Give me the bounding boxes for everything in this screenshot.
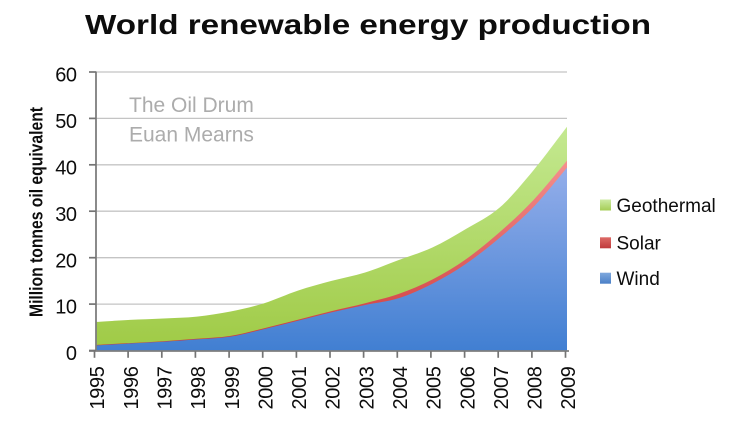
svg-text:20: 20 bbox=[55, 250, 77, 272]
svg-text:2004: 2004 bbox=[390, 366, 412, 409]
svg-text:2007: 2007 bbox=[491, 366, 513, 409]
svg-text:Wind: Wind bbox=[617, 269, 660, 290]
svg-text:2006: 2006 bbox=[457, 366, 479, 409]
svg-text:1998: 1998 bbox=[188, 366, 210, 409]
svg-text:Solar: Solar bbox=[617, 234, 662, 255]
svg-text:30: 30 bbox=[55, 204, 77, 226]
svg-text:50: 50 bbox=[55, 111, 77, 133]
svg-text:Euan Mearns: Euan Mearns bbox=[129, 124, 254, 147]
svg-text:2002: 2002 bbox=[323, 366, 345, 409]
svg-text:2000: 2000 bbox=[255, 366, 277, 409]
svg-text:The Oil Drum: The Oil Drum bbox=[129, 94, 254, 117]
svg-text:10: 10 bbox=[55, 297, 77, 319]
svg-text:1996: 1996 bbox=[121, 366, 143, 409]
svg-text:1997: 1997 bbox=[155, 366, 177, 409]
svg-text:Million tonnes oil equivalent: Million tonnes oil equivalent bbox=[27, 107, 47, 317]
svg-text:2005: 2005 bbox=[424, 366, 446, 409]
svg-text:2001: 2001 bbox=[289, 366, 311, 409]
svg-text:1999: 1999 bbox=[222, 366, 244, 409]
svg-text:World renewable energy product: World renewable energy production bbox=[85, 9, 651, 40]
svg-text:1995: 1995 bbox=[87, 366, 109, 409]
svg-text:2009: 2009 bbox=[558, 366, 580, 409]
svg-text:40: 40 bbox=[55, 157, 77, 179]
svg-text:Geothermal: Geothermal bbox=[617, 196, 716, 217]
svg-text:0: 0 bbox=[66, 343, 77, 365]
svg-text:2003: 2003 bbox=[356, 366, 378, 409]
svg-text:2008: 2008 bbox=[525, 366, 547, 409]
svg-text:60: 60 bbox=[55, 65, 77, 87]
